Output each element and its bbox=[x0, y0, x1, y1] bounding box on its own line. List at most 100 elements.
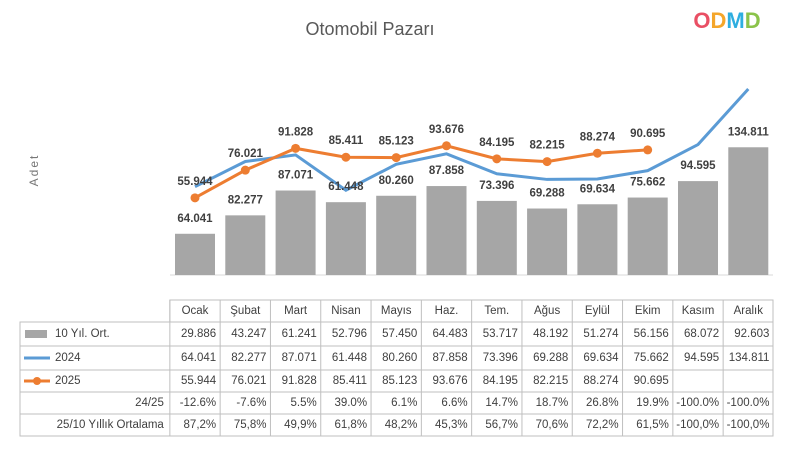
table-cell: 70,6% bbox=[536, 419, 569, 431]
x-tick-label: Mayıs bbox=[381, 305, 412, 317]
marker bbox=[442, 141, 451, 151]
x-tick-label: Eylül bbox=[585, 305, 610, 317]
table-cell: 56.156 bbox=[634, 328, 669, 340]
table-cell: 61.241 bbox=[282, 328, 317, 340]
data-label: 69.634 bbox=[580, 183, 616, 195]
table-cell: 29.886 bbox=[181, 328, 216, 340]
x-tick-label: Mart bbox=[284, 305, 308, 317]
table-cell: -100,0% bbox=[676, 419, 719, 431]
data-label: 84.195 bbox=[479, 137, 515, 149]
table-cell: 56,7% bbox=[485, 419, 518, 431]
x-tick-label: Ağus bbox=[534, 305, 560, 317]
x-tick-label: Ocak bbox=[182, 305, 209, 317]
logo: ODMD bbox=[693, 8, 760, 33]
table-cell: 80.260 bbox=[382, 352, 417, 364]
table-cell: 53.717 bbox=[483, 328, 518, 340]
table-cell: 87.071 bbox=[282, 352, 317, 364]
table-cell: 94.595 bbox=[684, 352, 719, 364]
data-label: 80.260 bbox=[379, 175, 414, 187]
table-cell: -7.6% bbox=[236, 397, 266, 409]
y-axis-label: Adet bbox=[27, 154, 41, 187]
data-label: 64.041 bbox=[177, 213, 213, 225]
table-cell: 57.450 bbox=[382, 328, 417, 340]
marker bbox=[341, 152, 351, 162]
bar bbox=[728, 147, 769, 275]
bar bbox=[476, 200, 517, 275]
table-cell: 5.5% bbox=[291, 397, 317, 409]
table-cell: 84.195 bbox=[483, 375, 518, 387]
table-cell: 85.123 bbox=[382, 375, 417, 387]
table-cell: 90.695 bbox=[634, 375, 669, 387]
table-cell: 48,2% bbox=[385, 419, 418, 431]
bar bbox=[275, 190, 316, 275]
table-cell: 134.811 bbox=[729, 352, 770, 364]
legend-swatch bbox=[33, 377, 41, 385]
table-cell: 76.021 bbox=[231, 375, 266, 387]
table-cell: 75.662 bbox=[634, 352, 669, 364]
legend-label: 2025 bbox=[55, 375, 81, 387]
table-cell: -100,0% bbox=[727, 419, 770, 431]
table-cell: 82.215 bbox=[533, 375, 568, 387]
bar bbox=[527, 208, 568, 275]
table-cell: 91.828 bbox=[282, 375, 317, 387]
table-cell: 93.676 bbox=[432, 375, 467, 387]
x-tick-label: Kasım bbox=[682, 305, 715, 317]
marker bbox=[240, 165, 250, 175]
table-cell: 87.858 bbox=[432, 352, 467, 364]
marker bbox=[592, 148, 602, 158]
table-cell: 49,9% bbox=[284, 419, 317, 431]
data-label: 61.448 bbox=[328, 181, 364, 193]
table-cell: 64.483 bbox=[432, 328, 467, 340]
data-label: 76.021 bbox=[228, 148, 264, 160]
data-label: 55.944 bbox=[177, 176, 213, 188]
data-label: 87.858 bbox=[429, 165, 465, 177]
table-cell: 45,3% bbox=[435, 419, 468, 431]
bar bbox=[376, 195, 417, 275]
table-cell: 64.041 bbox=[181, 352, 216, 364]
table-cell: 19.9% bbox=[636, 397, 669, 409]
data-label: 82.215 bbox=[530, 140, 566, 152]
table-cell: 69.288 bbox=[533, 352, 568, 364]
table-cell: 88.274 bbox=[583, 375, 619, 387]
table-cell: 43.247 bbox=[231, 328, 266, 340]
legend-swatch bbox=[25, 330, 47, 338]
x-tick-label: Şubat bbox=[230, 305, 261, 317]
bar bbox=[577, 204, 618, 275]
data-label: 85.411 bbox=[329, 135, 364, 147]
table-cell: 61,5% bbox=[636, 419, 669, 431]
table-cell: -100.0% bbox=[727, 397, 770, 409]
row-label: 25/10 Yıllık Ortalama bbox=[57, 419, 165, 431]
table-cell: 14.7% bbox=[485, 397, 518, 409]
table-cell: 39.0% bbox=[334, 397, 367, 409]
table-cell: 6.6% bbox=[441, 397, 467, 409]
table-cell: 55.944 bbox=[181, 375, 217, 387]
bar bbox=[325, 202, 366, 275]
data-label: 87.071 bbox=[278, 170, 314, 182]
table-cell: 61.448 bbox=[332, 352, 367, 364]
table-cell: -100.0% bbox=[676, 397, 719, 409]
table-cell: 82.277 bbox=[231, 352, 266, 364]
data-label: 69.288 bbox=[530, 188, 566, 200]
table-cell: 87,2% bbox=[184, 419, 217, 431]
data-label: 134.811 bbox=[728, 126, 770, 138]
table-cell: 69.634 bbox=[583, 352, 619, 364]
data-label: 94.595 bbox=[680, 160, 716, 172]
data-label: 75.662 bbox=[630, 177, 665, 189]
table-cell: -12.6% bbox=[180, 397, 216, 409]
bar bbox=[225, 215, 266, 275]
marker bbox=[291, 143, 301, 153]
x-tick-label: Haz. bbox=[435, 305, 459, 317]
marker bbox=[391, 153, 401, 163]
bar bbox=[627, 197, 668, 275]
marker bbox=[190, 193, 200, 203]
data-label: 82.277 bbox=[228, 194, 263, 206]
x-tick-label: Aralık bbox=[734, 305, 764, 317]
x-tick-label: Tem. bbox=[484, 305, 509, 317]
data-label: 93.676 bbox=[429, 124, 464, 136]
table-cell: 26.8% bbox=[586, 397, 619, 409]
line bbox=[194, 88, 750, 192]
table-cell: 73.396 bbox=[483, 352, 518, 364]
table-cell: 48.192 bbox=[533, 328, 568, 340]
